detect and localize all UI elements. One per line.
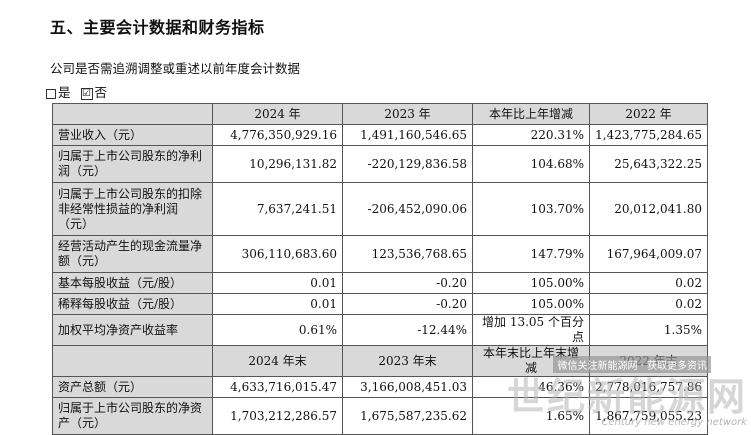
table-cell: 4,633,716,015.47 — [212, 376, 343, 398]
table-cell: 20,012,041.80 — [589, 182, 708, 236]
table-cell: 104.68% — [472, 145, 590, 183]
row-label: 归属于上市公司股东的净资产（元） — [52, 397, 213, 435]
row-label: 加权平均净资产收益率 — [52, 314, 213, 346]
watermark-logo-text: 世纪新能源网 — [506, 375, 747, 419]
section-title: 五、主要会计数据和财务指标 — [50, 18, 265, 37]
table-cell: 1,423,775,284.65 — [589, 124, 708, 146]
table-cell: -0.20 — [342, 272, 473, 294]
table-cell: 1,867,759,055.23 — [589, 397, 708, 435]
table-cell: 103.70% — [472, 182, 590, 236]
table-cell: 306,110,683.60 — [212, 235, 343, 273]
table-cell: 0.02 — [589, 293, 708, 315]
table-cell: 0.61% — [212, 314, 343, 346]
table-cell: 105.00% — [472, 293, 590, 315]
column-header: 2022 年 — [589, 103, 708, 125]
row-label: 资产总额（元） — [52, 376, 213, 398]
table-cell: 1,675,587,235.62 — [342, 397, 473, 435]
table-cell: -206,452,090.06 — [342, 182, 473, 236]
key-financial-data-table: 2024 年 2023 年本年比上年增减 2022 年营业收入（元） 4,776,35… — [52, 103, 708, 435]
table-cell: 1,491,160,546.65 — [342, 124, 473, 146]
table-cell: 1.35% — [589, 314, 708, 346]
table-row: 资产总额（元） 4,633,716,015.47 3,166,008,451.03 4… — [52, 376, 708, 398]
table-cell: 7,637,241.51 — [212, 182, 343, 236]
table-row: 基本每股收益（元/股） 0.01 -0.20 105.00% 0.02 — [52, 272, 708, 294]
column-header: 2023 年末 — [342, 345, 473, 377]
table-cell: -0.20 — [342, 293, 473, 315]
row-label: 归属于上市公司股东的扣除非经常性损益的净利润（元） — [52, 182, 213, 236]
table-cell: 3,166,008,451.03 — [342, 376, 473, 398]
row-label: 稀释每股收益（元/股） — [52, 293, 213, 315]
column-header: 2023 年 — [342, 103, 473, 125]
table-header-row: 2024 年 2023 年本年比上年增减 2022 年 — [52, 103, 708, 125]
retro-adjust-options: 是 ☑ 否 — [46, 82, 109, 101]
table-cell: 10,296,131.82 — [212, 145, 343, 183]
table-cell: -12.44% — [342, 314, 473, 346]
column-header — [52, 103, 213, 125]
table-cell: 167,964,009.07 — [589, 235, 708, 273]
watermark-banner: 微信关注新能源网 · 获取更多资讯 — [553, 356, 711, 373]
table-cell: 25,643,322.25 — [589, 145, 708, 183]
table-cell: 0.01 — [212, 272, 343, 294]
no-label: 否 — [94, 85, 108, 100]
yes-label: 是 — [58, 85, 71, 100]
row-label: 归属于上市公司股东的净利润（元） — [52, 145, 213, 183]
row-label: 经营活动产生的现金流量净额（元） — [52, 235, 213, 273]
table-cell: 4,776,350,929.16 — [212, 124, 343, 146]
table-cell: 1,703,212,286.57 — [212, 397, 343, 435]
table-cell: 147.79% — [472, 235, 590, 273]
table-row: 归属于上市公司股东的净利润（元） 10,296,131.82 -220,129,83… — [52, 145, 708, 183]
table-cell: -220,129,836.58 — [342, 145, 473, 183]
no-checkbox-checked: ☑ — [80, 87, 93, 100]
table-cell: 220.31% — [472, 124, 590, 146]
table-row: 经营活动产生的现金流量净额（元） 306,110,683.60 123,536,76… — [52, 235, 708, 273]
column-header: 2024 年 — [212, 103, 343, 125]
column-header: 本年比上年增减 — [472, 103, 590, 125]
table-row: 归属于上市公司股东的净资产（元） 1,703,212,286.57 1,675,58… — [52, 397, 708, 435]
watermark: 世纪新能源网 Century new energy network — [507, 377, 747, 428]
table-row: 加权平均净资产收益率 0.61% -12.44% 增加 13.05 个百分点 1.35% — [52, 314, 708, 346]
table-cell: 0.01 — [212, 293, 343, 315]
table-row: 营业收入（元） 4,776,350,929.16 1,491,160,546.65 2… — [52, 124, 708, 146]
table-cell: 123,536,768.65 — [342, 235, 473, 273]
retro-adjust-question: 公司是否需追溯调整或重述以前年度会计数据 — [50, 61, 301, 76]
column-header — [52, 345, 213, 377]
table-row: 归属于上市公司股东的扣除非经常性损益的净利润（元） 7,637,241.51 -20… — [52, 182, 708, 236]
table-cell: 0.02 — [589, 272, 708, 294]
row-label: 基本每股收益（元/股） — [52, 272, 213, 294]
watermark-subtext: Century new energy network — [601, 417, 747, 428]
yes-checkbox — [46, 88, 56, 99]
row-label: 营业收入（元） — [52, 124, 213, 146]
table-cell: 105.00% — [472, 272, 590, 294]
column-header: 2024 年末 — [212, 345, 343, 377]
table-cell: 增加 13.05 个百分点 — [472, 314, 590, 346]
table-row: 稀释每股收益（元/股） 0.01 -0.20 105.00% 0.02 — [52, 293, 708, 315]
